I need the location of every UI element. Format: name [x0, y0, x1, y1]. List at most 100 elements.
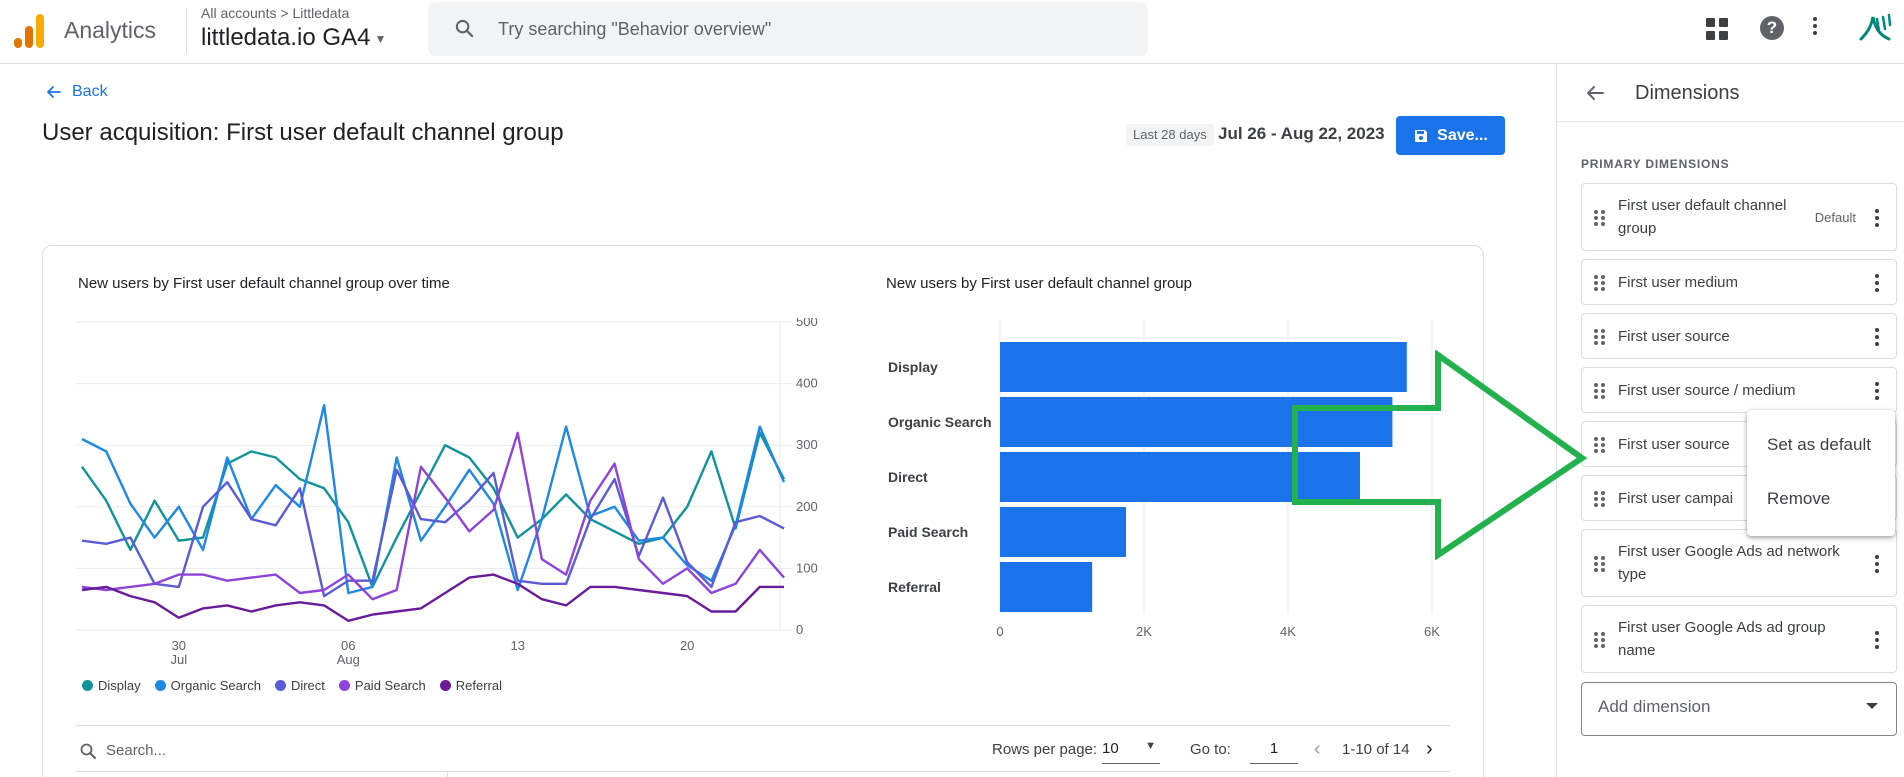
breadcrumb[interactable]: All accounts > Littledata: [201, 5, 349, 21]
add-dimension-select[interactable]: Add dimension: [1581, 682, 1897, 736]
bar-direct[interactable]: [1000, 452, 1360, 502]
dimension-label: First user default channel group: [1618, 197, 1787, 237]
dimension-row[interactable]: First user source / medium: [1581, 367, 1897, 413]
legend-label: Direct: [290, 678, 325, 693]
search-icon: [455, 19, 474, 38]
arrow-back-icon: [47, 86, 61, 98]
series-line-direct[interactable]: [81, 468, 785, 598]
dimension-label: First user source / medium: [1618, 382, 1796, 399]
series-line-paid-search[interactable]: [81, 431, 785, 601]
x-tick-label: 6K: [1424, 624, 1440, 639]
drag-handle-icon[interactable]: [1594, 437, 1606, 453]
analytics-logo[interactable]: [14, 12, 46, 48]
category-label: Organic Search: [888, 414, 992, 430]
category-label: Paid Search: [888, 524, 968, 540]
legend-item[interactable]: Direct: [274, 678, 325, 693]
y-tick-label: 200: [796, 499, 818, 514]
y-tick-label: 300: [796, 437, 818, 452]
legend-item[interactable]: Paid Search: [338, 678, 426, 693]
dimension-label: First user campai: [1618, 490, 1734, 507]
series-line-display[interactable]: [81, 431, 786, 589]
dimension-row[interactable]: First user Google Ads ad network type: [1581, 529, 1897, 597]
dimension-context-menu: Set as default Remove: [1747, 410, 1895, 536]
dimension-row[interactable]: First user default channel group Default: [1581, 183, 1897, 251]
property-selector[interactable]: littledata.io GA4 ▼: [201, 24, 386, 52]
drag-handle-icon[interactable]: [1594, 275, 1606, 291]
caret-down-icon: ▼: [374, 31, 387, 46]
rows-per-page-value: 10: [1102, 740, 1119, 757]
line-chart-legend: Display Organic Search Direct Paid Search Re…: [82, 678, 502, 693]
menu-item-remove[interactable]: Remove: [1767, 489, 1831, 508]
legend-dot: [338, 680, 350, 691]
drag-handle-icon[interactable]: [1594, 632, 1606, 648]
apps-grid-icon[interactable]: [1706, 18, 1728, 40]
bar-referral[interactable]: [1000, 562, 1093, 612]
drag-handle-icon[interactable]: [1594, 383, 1606, 399]
legend-dot: [439, 680, 451, 691]
drag-handle-icon[interactable]: [1594, 329, 1606, 345]
dimension-row[interactable]: First user Google Ads ad group name: [1581, 605, 1897, 673]
top-bar: Analytics All accounts > Littledata litt…: [0, 0, 1904, 64]
save-icon: [1415, 129, 1428, 142]
search-bar[interactable]: Try searching "Behavior overview": [428, 2, 1148, 56]
bar-organic-search[interactable]: [1000, 397, 1393, 447]
dimension-row[interactable]: First user medium: [1581, 259, 1897, 305]
x-tick-sublabel: Aug: [337, 652, 360, 667]
x-tick-sublabel: Jul: [171, 652, 188, 667]
x-tick-label: 06: [341, 638, 355, 653]
dimension-label: First user Google Ads ad network type: [1618, 543, 1840, 583]
more-vert-icon[interactable]: [1874, 209, 1880, 230]
drag-handle-icon[interactable]: [1594, 556, 1606, 572]
breadcrumb-account[interactable]: Littledata: [292, 5, 350, 21]
series-line-referral[interactable]: [81, 573, 784, 622]
drag-handle-icon[interactable]: [1594, 491, 1606, 507]
logo-bar-large: [36, 14, 44, 48]
dimension-label: First user source: [1618, 436, 1730, 453]
save-button[interactable]: Save...: [1396, 116, 1505, 155]
help-icon[interactable]: ?: [1760, 16, 1784, 40]
dimension-row[interactable]: First user source: [1581, 313, 1897, 359]
section-label: PRIMARY DIMENSIONS: [1581, 157, 1730, 171]
bar-paid-search[interactable]: [1000, 507, 1126, 557]
add-dimension-placeholder: Add dimension: [1598, 697, 1711, 716]
category-label: Display: [888, 359, 938, 375]
legend-item[interactable]: Display: [82, 678, 141, 693]
drag-handle-icon[interactable]: [1594, 210, 1606, 226]
arrow-back-icon[interactable]: [1585, 83, 1605, 103]
chevron-left-icon[interactable]: ‹: [1314, 738, 1321, 760]
series-line-organic-search[interactable]: [81, 403, 786, 595]
date-range[interactable]: Jul 26 - Aug 22, 2023: [1218, 124, 1385, 143]
bar-display[interactable]: [1000, 342, 1407, 392]
bar-chart-title: New users by First user default channel …: [886, 275, 1192, 292]
chevron-right-icon[interactable]: ›: [1426, 738, 1433, 760]
caret-down-icon: ▼: [1145, 740, 1156, 752]
legend-item[interactable]: Organic Search: [154, 678, 261, 693]
littledata-logo[interactable]: [1855, 13, 1895, 45]
back-link[interactable]: Back: [46, 83, 108, 101]
rows-per-page-label: Rows per page:: [992, 741, 1098, 758]
legend-dot: [154, 680, 166, 691]
goto-page-input[interactable]: 1: [1250, 736, 1298, 764]
more-vert-icon[interactable]: [1874, 631, 1880, 652]
more-vert-icon[interactable]: [1810, 17, 1820, 41]
category-label: Referral: [888, 579, 941, 595]
date-range-chip[interactable]: Last 28 days: [1126, 124, 1214, 146]
menu-item-set-default[interactable]: Set as default: [1767, 435, 1871, 454]
rows-per-page-select[interactable]: 10 ▼: [1102, 736, 1160, 764]
more-vert-icon[interactable]: [1874, 274, 1880, 295]
breadcrumb-all-accounts[interactable]: All accounts: [201, 5, 277, 21]
header-divider: [186, 8, 187, 54]
more-vert-icon[interactable]: [1874, 382, 1880, 403]
line-chart-title: New users by First user default channel …: [78, 275, 450, 292]
category-label: Direct: [888, 469, 928, 485]
table-search-input[interactable]: Search...: [106, 742, 167, 759]
caret-down-icon: [1866, 703, 1878, 709]
more-vert-icon[interactable]: [1874, 328, 1880, 349]
more-vert-icon[interactable]: [1874, 555, 1880, 576]
panel-title: Dimensions: [1635, 82, 1740, 104]
app-name: Analytics: [64, 17, 157, 43]
legend-item[interactable]: Referral: [439, 678, 502, 693]
y-tick-label: 500: [796, 318, 818, 329]
pagination-text: 1-10 of 14: [1342, 741, 1410, 758]
